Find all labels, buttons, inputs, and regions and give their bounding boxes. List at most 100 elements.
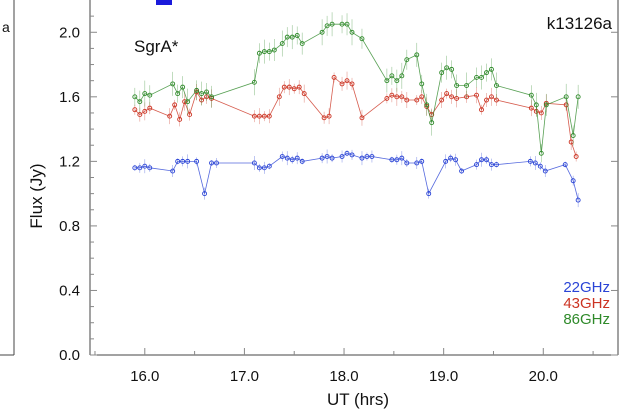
data-point (394, 78, 400, 84)
data-point (209, 94, 214, 100)
data-point (479, 75, 484, 80)
data-point (319, 29, 325, 35)
left-panel-fragment: a (0, 0, 15, 356)
data-point (474, 162, 479, 168)
y-tick-label: 1.6 (59, 89, 80, 106)
x-tick-label: 18.0 (329, 368, 358, 385)
data-point (266, 49, 272, 55)
data-point (266, 163, 272, 169)
data-point (453, 157, 459, 163)
data-point (344, 150, 350, 156)
data-point (537, 163, 543, 169)
data-point (439, 70, 445, 76)
data-point (324, 23, 330, 29)
data-point (132, 165, 138, 171)
data-point (299, 41, 305, 47)
data-point (142, 163, 148, 169)
data-point (185, 99, 191, 105)
data-point (494, 83, 499, 88)
data-point (251, 79, 257, 85)
data-point (324, 154, 330, 159)
data-point (489, 94, 494, 100)
y-axis-title: Flux (Jy) (27, 163, 46, 228)
data-point (296, 84, 302, 90)
data-point (339, 21, 345, 27)
data-point (399, 73, 405, 79)
y-tick-label: 0.4 (59, 282, 80, 299)
data-point (384, 95, 390, 101)
data-point (484, 97, 489, 103)
data-point (454, 83, 460, 88)
data-point (279, 41, 285, 47)
data-point (202, 191, 208, 197)
data-point (419, 94, 425, 100)
data-point (527, 158, 533, 164)
data-point (185, 158, 191, 164)
data-point (199, 91, 205, 97)
data-point (344, 21, 350, 27)
data-point (147, 105, 153, 111)
data-point (251, 160, 257, 166)
data-point (137, 165, 143, 171)
data-point (444, 91, 450, 97)
data-point (147, 92, 153, 98)
y-ticks: 0.0 0.4 0.8 1.2 1.6 2.0 (59, 15, 618, 364)
data-point (570, 133, 576, 138)
y-tick-label: 0.8 (59, 218, 80, 235)
data-point (404, 57, 410, 63)
data-point (489, 162, 494, 168)
data-point (474, 92, 479, 98)
series-22ghz (132, 149, 581, 208)
data-point (132, 94, 138, 100)
data-point (331, 75, 337, 80)
data-point (489, 66, 494, 72)
y-tick-label: 2.0 (59, 24, 80, 41)
data-point (414, 97, 420, 103)
data-point (214, 160, 219, 166)
data-point (167, 113, 173, 119)
data-point (389, 157, 395, 163)
data-point (170, 168, 176, 174)
legend-entry-22ghz: 22GHz (563, 279, 610, 296)
data-point (339, 154, 345, 159)
data-point (369, 154, 375, 159)
y-tick-label: 1.2 (59, 153, 80, 170)
experiment-annotation: k13126a (547, 14, 613, 33)
series-line (134, 152, 579, 201)
data-point (424, 102, 430, 108)
y-tick-label: 0.0 (59, 347, 80, 364)
data-point (419, 81, 425, 87)
data-point (414, 160, 420, 166)
data-point (528, 105, 534, 111)
data-point (359, 155, 365, 161)
data-point (474, 75, 479, 80)
data-point (194, 87, 200, 93)
data-point (570, 178, 576, 184)
data-point (261, 113, 267, 119)
data-point (479, 157, 484, 163)
data-point (349, 29, 355, 35)
data-point (261, 49, 267, 55)
data-point (279, 154, 285, 159)
data-point (444, 65, 450, 71)
data-point (575, 94, 581, 100)
data-point (289, 157, 295, 163)
data-point (443, 158, 449, 164)
legend-entry-43ghz: 43GHz (563, 295, 610, 312)
data-point (289, 34, 295, 40)
data-point (349, 81, 355, 87)
x-ticks: 16.0 17.0 18.0 19.0 20.0 (94, 348, 594, 385)
data-point (533, 102, 539, 108)
data-point (538, 150, 544, 156)
data-point (563, 94, 569, 100)
data-point (177, 116, 183, 122)
data-point (459, 168, 465, 174)
data-point (439, 97, 445, 103)
data-point (449, 66, 455, 72)
data-point (384, 78, 390, 84)
legend-entry-86ghz: 86GHz (563, 311, 610, 328)
data-point (175, 91, 181, 97)
data-point (538, 110, 544, 116)
data-point (573, 154, 579, 159)
